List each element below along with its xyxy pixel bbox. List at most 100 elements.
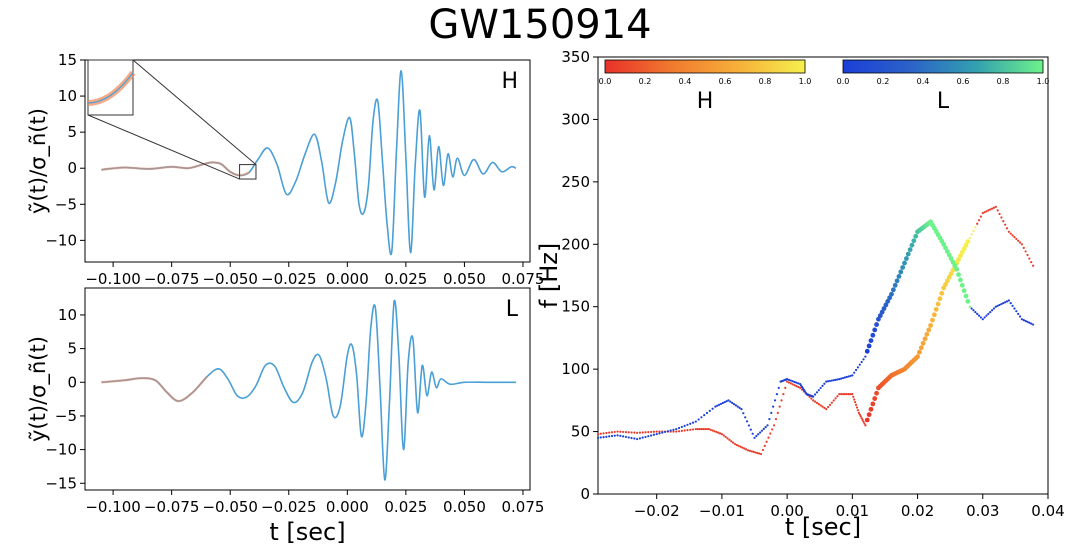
point-h bbox=[854, 401, 857, 404]
y-tick-label: 50 bbox=[571, 423, 590, 441]
point-l bbox=[675, 427, 678, 431]
point-l bbox=[959, 282, 965, 288]
colorbar-tick-label: 0.8 bbox=[997, 77, 1010, 86]
point-h bbox=[789, 382, 792, 385]
point-l bbox=[889, 291, 894, 297]
colorbar-tick-label: 0.6 bbox=[957, 77, 970, 86]
point-h bbox=[774, 417, 778, 421]
point-l bbox=[729, 400, 732, 403]
point-l bbox=[892, 282, 898, 288]
point-l bbox=[731, 401, 734, 404]
inset-frame bbox=[87, 59, 134, 116]
point-l bbox=[860, 360, 863, 364]
point-l bbox=[1011, 304, 1014, 307]
point-h bbox=[959, 249, 965, 255]
point-l bbox=[821, 384, 824, 388]
point-h bbox=[1013, 236, 1016, 239]
point-l bbox=[1024, 319, 1027, 323]
point-h bbox=[917, 349, 922, 355]
point-l bbox=[666, 430, 669, 433]
point-h bbox=[838, 393, 841, 396]
detector-label: L bbox=[506, 297, 519, 322]
x-tick-label: −0.025 bbox=[261, 498, 317, 516]
point-l bbox=[708, 409, 711, 412]
point-l bbox=[691, 421, 695, 424]
point-l bbox=[721, 401, 724, 405]
point-h bbox=[825, 407, 828, 411]
point-h bbox=[795, 384, 798, 388]
point-l bbox=[768, 417, 771, 421]
point-h bbox=[717, 431, 720, 434]
point-h bbox=[754, 451, 757, 454]
point-h bbox=[810, 397, 813, 400]
point-l bbox=[787, 378, 791, 381]
point-l bbox=[828, 379, 832, 383]
point-h bbox=[874, 390, 879, 396]
x-tick-label: 0.025 bbox=[384, 498, 427, 516]
x-axis-label: t [sec] bbox=[785, 513, 861, 541]
point-l bbox=[650, 434, 653, 437]
y-tick-label: 15 bbox=[58, 51, 77, 69]
series-line bbox=[101, 376, 208, 403]
y-tick-label: 10 bbox=[58, 306, 77, 324]
point-l bbox=[638, 437, 642, 440]
point-h bbox=[630, 431, 633, 434]
point-h bbox=[696, 427, 699, 431]
colorbar-tick-label: 1.0 bbox=[799, 77, 812, 86]
point-h bbox=[866, 412, 872, 418]
plot-frame bbox=[597, 56, 1049, 495]
y-tick-label: 350 bbox=[561, 48, 590, 66]
point-l bbox=[770, 411, 773, 414]
point-h bbox=[759, 452, 763, 456]
point-l bbox=[983, 316, 986, 319]
x-tick-label: −0.02 bbox=[634, 502, 680, 520]
point-l bbox=[725, 400, 728, 403]
point-l bbox=[1015, 310, 1018, 313]
point-h bbox=[989, 208, 992, 211]
point-h bbox=[1018, 241, 1022, 244]
point-h bbox=[977, 219, 981, 222]
point-h bbox=[864, 417, 870, 423]
point-h bbox=[765, 440, 768, 443]
point-l bbox=[663, 430, 667, 434]
point-h bbox=[858, 413, 861, 416]
point-l bbox=[764, 426, 767, 429]
y-tick-label: 0 bbox=[67, 159, 77, 177]
point-h bbox=[731, 441, 735, 444]
point-l bbox=[610, 434, 614, 438]
point-l bbox=[954, 266, 960, 272]
point-l bbox=[979, 316, 983, 319]
point-h bbox=[726, 437, 729, 440]
x-tick-label: 0.00 bbox=[770, 502, 803, 520]
point-h bbox=[870, 401, 876, 407]
point-l bbox=[683, 424, 686, 427]
point-h bbox=[698, 427, 701, 431]
point-l bbox=[900, 265, 906, 270]
y-tick-label: 0 bbox=[580, 485, 590, 503]
x-tick-label: 0.02 bbox=[901, 502, 934, 520]
point-l bbox=[786, 378, 789, 381]
point-l bbox=[751, 432, 754, 435]
point-l bbox=[944, 249, 950, 254]
point-l bbox=[883, 302, 889, 308]
point-h bbox=[619, 430, 622, 433]
point-h bbox=[1009, 232, 1012, 235]
point-h bbox=[990, 207, 994, 210]
point-l bbox=[989, 310, 992, 314]
point-l bbox=[775, 393, 778, 396]
point-h bbox=[849, 393, 852, 396]
x-axis-label: t [sec] bbox=[269, 518, 345, 546]
point-h bbox=[752, 450, 755, 454]
point-l bbox=[624, 435, 628, 439]
colorbar bbox=[604, 59, 806, 74]
point-l bbox=[749, 428, 752, 431]
point-l bbox=[742, 412, 745, 415]
point-l bbox=[608, 435, 611, 438]
point-h bbox=[845, 393, 848, 396]
series-line bbox=[101, 161, 250, 177]
point-h bbox=[868, 406, 874, 412]
point-l bbox=[961, 288, 967, 294]
point-h bbox=[937, 296, 943, 302]
point-h bbox=[627, 431, 630, 434]
point-h bbox=[702, 427, 705, 431]
